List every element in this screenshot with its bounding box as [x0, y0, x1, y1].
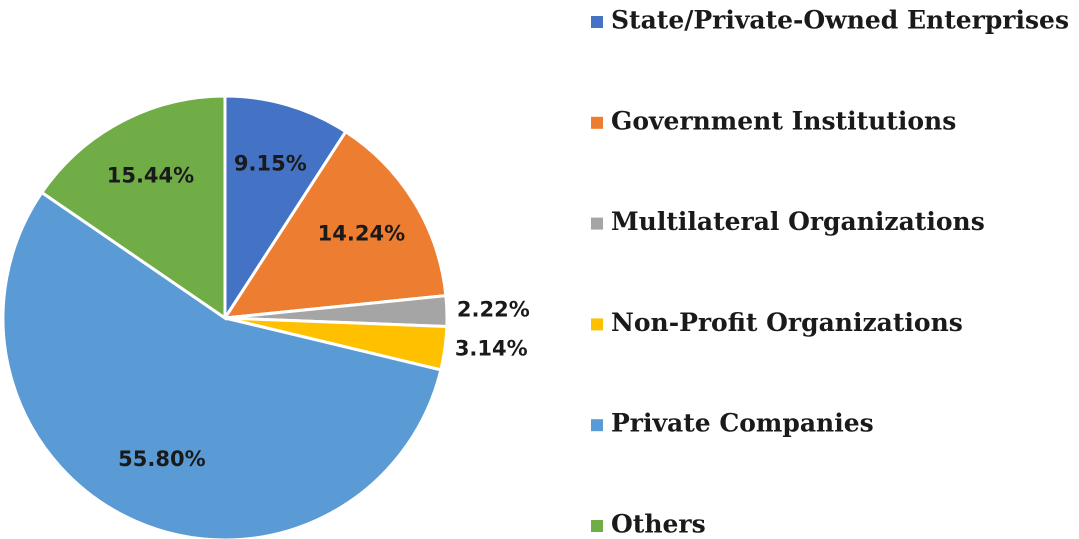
data-label: 14.24% — [318, 222, 405, 246]
data-label: 2.22% — [457, 298, 530, 322]
legend-label: Others — [611, 510, 706, 539]
pie-slice — [1, 190, 443, 539]
legend-swatch — [591, 520, 603, 532]
legend-label: State/Private-Owned Enterprises — [611, 6, 1069, 35]
pie-slice — [39, 94, 227, 321]
data-label: 9.15% — [234, 152, 307, 176]
legend-label: Private Companies — [611, 409, 874, 438]
legend-swatch — [591, 318, 603, 331]
legend-label: Multilateral Organizations — [611, 207, 985, 236]
pie-slice — [222, 129, 448, 320]
legend-swatch — [591, 419, 603, 432]
legend-swatch — [591, 16, 603, 28]
data-label: 55.80% — [118, 447, 205, 471]
pie-slice — [223, 94, 348, 324]
legend-label: Government Institutions — [611, 106, 956, 135]
legend-swatch — [591, 217, 603, 230]
data-label: 15.44% — [107, 164, 194, 188]
legend-label: Non-Profit Organizations — [611, 308, 963, 337]
data-label: 3.14% — [455, 337, 528, 361]
legend-swatch — [591, 116, 603, 129]
